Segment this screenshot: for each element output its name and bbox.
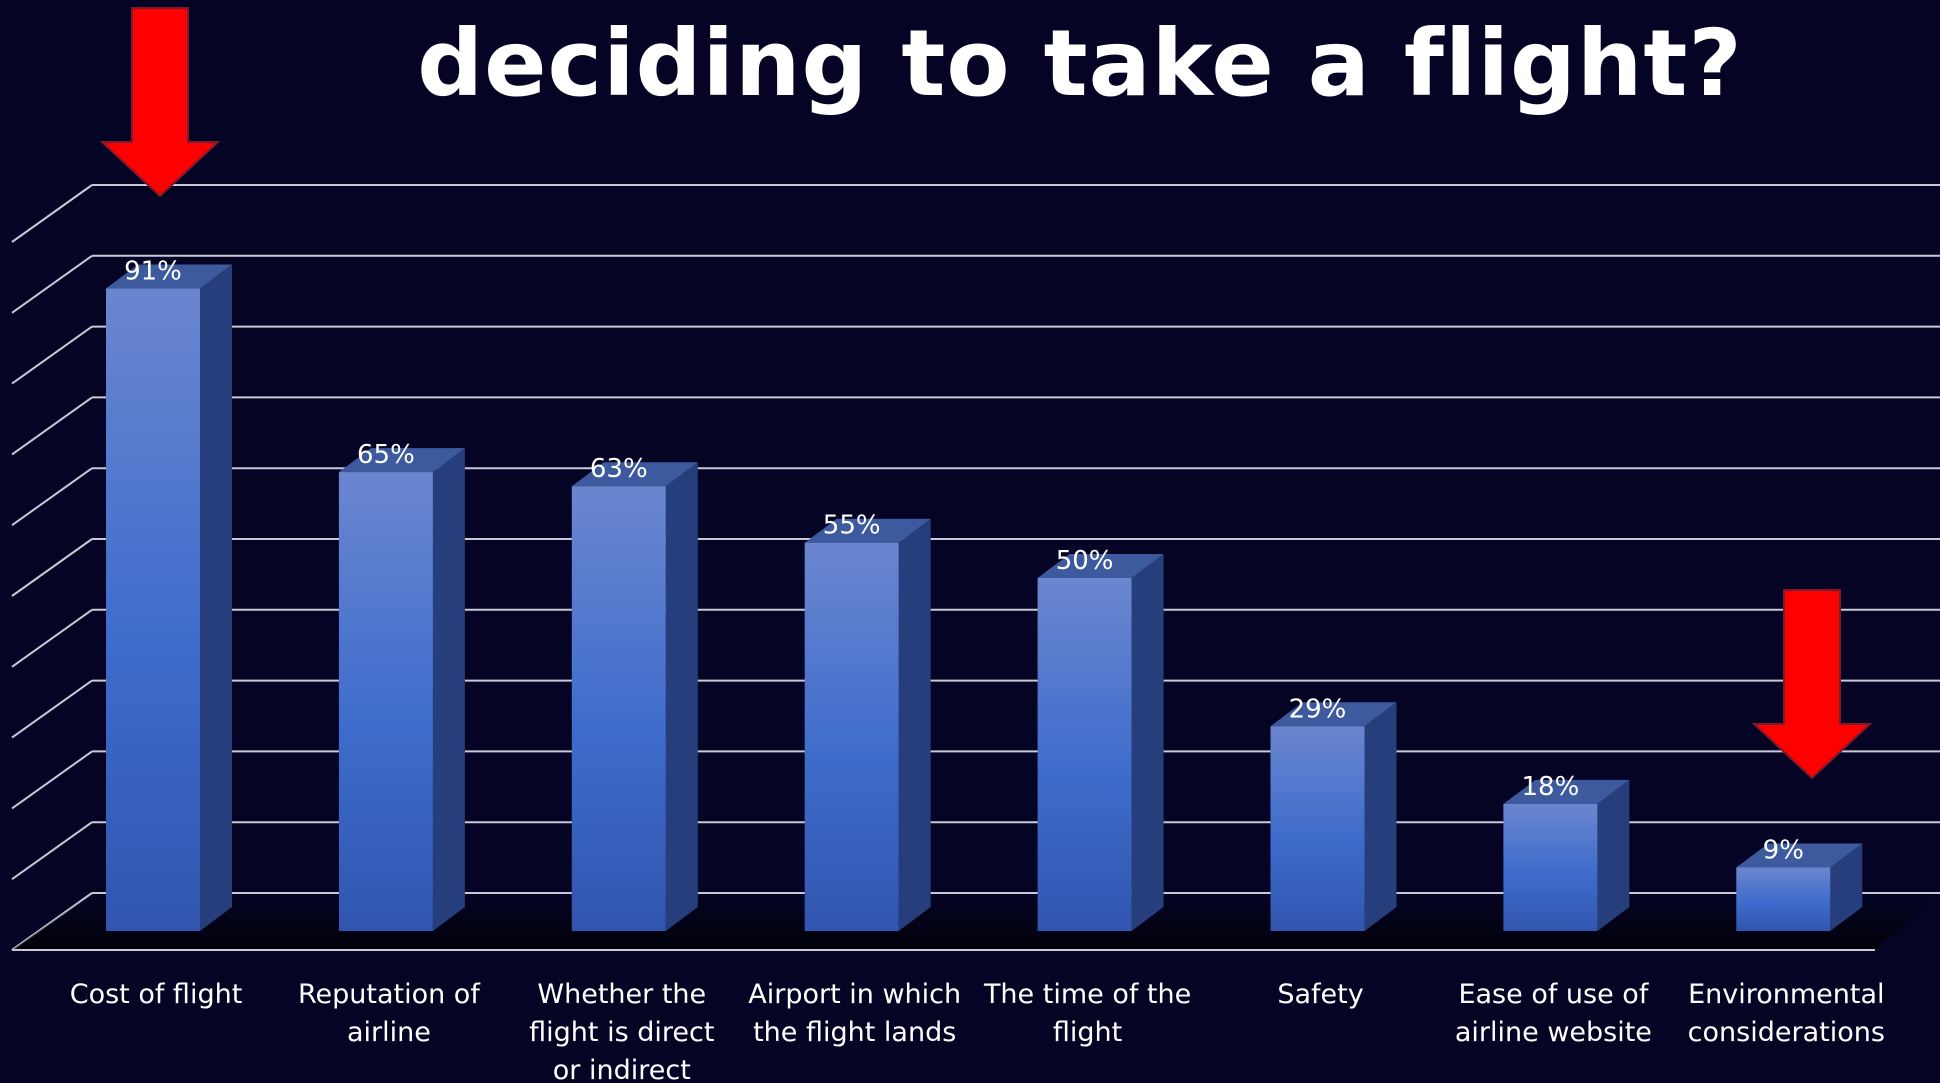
- bar-side: [898, 518, 931, 931]
- bar-side: [665, 462, 698, 931]
- category-label-line: The time of the: [983, 979, 1191, 1010]
- gridline-side: [11, 679, 93, 739]
- value-label: 63%: [590, 454, 648, 484]
- bar-top: [804, 518, 931, 543]
- bar-top: [106, 264, 232, 289]
- value-label: 91%: [124, 257, 182, 287]
- category-labels: Cost of flight Reputation of airline Whethe…: [70, 979, 1885, 1083]
- category-label-line: Safety: [1277, 979, 1363, 1010]
- gridline-side: [11, 538, 93, 597]
- category-label: Whether the flight is direct or indirect: [529, 979, 714, 1083]
- bar-front: [106, 288, 200, 931]
- category-label: Environmental considerations: [1688, 979, 1885, 1048]
- gridline-side: [11, 254, 93, 314]
- category-label-line: Ease of use of: [1458, 979, 1649, 1010]
- value-label: 18%: [1522, 772, 1580, 802]
- bar-side: [1131, 554, 1164, 931]
- category-label-line: flight is direct: [529, 1017, 714, 1048]
- gridline-side: [11, 608, 93, 668]
- bar-side: [1364, 702, 1397, 931]
- category-label-line: Whether the: [537, 979, 706, 1010]
- category-label-line: Reputation of: [298, 979, 481, 1010]
- category-label-line: airline website: [1455, 1017, 1652, 1048]
- bars: [106, 264, 1863, 931]
- highlight-arrow-cost-of-flight: [99, 7, 221, 198]
- bar-top: [1736, 843, 1863, 868]
- category-label: The time of the flight: [983, 979, 1191, 1048]
- bar-front: [338, 472, 433, 931]
- category-label-line: Environmental: [1688, 979, 1884, 1010]
- gridline-side: [11, 325, 93, 385]
- category-label: Cost of flight: [70, 979, 243, 1010]
- bar-front: [571, 486, 666, 931]
- bar: [804, 518, 931, 931]
- bar-top: [1270, 702, 1397, 727]
- category-label-line: flight: [1053, 1017, 1122, 1048]
- bar: [1270, 702, 1397, 931]
- value-labels: 91% 65% 63% 55% 50% 29% 18% 9%: [124, 257, 1804, 866]
- bar-front: [1037, 578, 1132, 931]
- bar-top: [338, 448, 465, 473]
- bar-side: [432, 448, 465, 931]
- bar-front: [1270, 726, 1365, 931]
- chart-floor: [12, 893, 1940, 951]
- bar-top: [1503, 779, 1630, 804]
- bar: [571, 462, 698, 931]
- gridline-side: [11, 184, 93, 243]
- bar-front: [804, 542, 899, 931]
- category-label-line: or indirect: [553, 1055, 691, 1083]
- bar-front: [1503, 803, 1598, 931]
- bar: [1037, 554, 1164, 931]
- category-label-line: the flight lands: [753, 1017, 956, 1048]
- gridline-side: [11, 821, 93, 881]
- bar: [1736, 843, 1863, 931]
- category-label: Ease of use of airline website: [1455, 979, 1652, 1048]
- gridline-side: [11, 396, 93, 456]
- bar-top: [1037, 554, 1164, 578]
- value-label: 65%: [357, 440, 415, 470]
- category-label: Airport in which the flight lands: [748, 979, 961, 1048]
- gridlines: [11, 184, 1940, 951]
- bar-side: [1597, 779, 1630, 931]
- category-label-line: Cost of flight: [70, 979, 243, 1010]
- bar-side: [200, 264, 232, 931]
- category-label: Safety: [1277, 979, 1363, 1010]
- bar-side: [1830, 843, 1863, 931]
- value-label: 9%: [1763, 835, 1804, 865]
- category-label-line: considerations: [1688, 1017, 1885, 1048]
- bar: [106, 264, 232, 931]
- value-label: 29%: [1289, 694, 1347, 724]
- category-label: Reputation of airline: [298, 979, 481, 1048]
- floor-plane: [12, 893, 1940, 950]
- value-label: 50%: [1056, 546, 1114, 576]
- bar-front: [1736, 867, 1831, 931]
- value-label: 55%: [823, 511, 881, 541]
- annotations: [99, 7, 1873, 780]
- bar: [1503, 779, 1630, 931]
- highlight-arrow-environmental: [1751, 589, 1873, 780]
- gridline-side: [11, 750, 93, 810]
- gridline-side: [11, 467, 93, 527]
- bar-top: [571, 462, 698, 487]
- chart-title: deciding to take a flight?: [417, 10, 1743, 117]
- category-label-line: Airport in which: [748, 979, 961, 1010]
- category-label-line: airline: [347, 1017, 431, 1048]
- bar: [338, 448, 465, 931]
